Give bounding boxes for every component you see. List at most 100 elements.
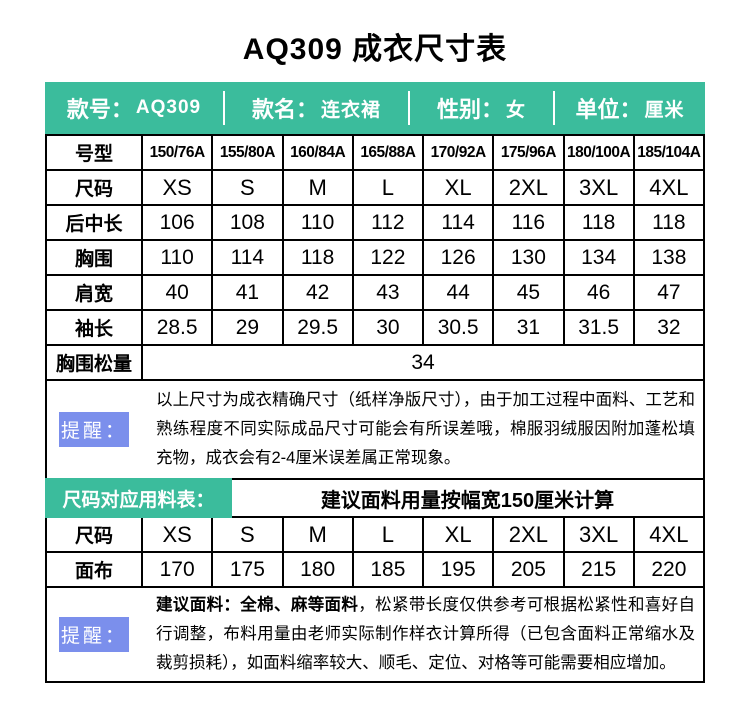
span-cell: 34	[141, 344, 705, 381]
cell: 112	[351, 204, 425, 241]
unit-value: 厘米	[644, 99, 685, 121]
style-number-value: AQ309	[135, 97, 202, 118]
cell: 165/88A	[351, 134, 425, 171]
cell: 30.5	[421, 309, 495, 346]
table-row-bust: 胸围 110 114 118 122 126 130 134 138	[45, 239, 706, 276]
cell: 130	[492, 239, 565, 276]
fabric-section-label: 尺码对应用料表：	[45, 478, 232, 518]
info-header-bar: 款号： AQ309 款名： 连衣裙 性别：女 单位： 厘米	[45, 82, 705, 134]
cell: 41	[211, 274, 284, 311]
cell: XS	[140, 169, 214, 206]
row-label: 胸围	[45, 239, 143, 276]
header-field-style-name: 款名： 连衣裙	[225, 82, 408, 134]
cell: 160/84A	[281, 134, 354, 171]
table-row-size-code: 尺码 XS S M L XL 2XL 3XL 4XL	[45, 169, 706, 206]
unit-label: 单位：	[575, 97, 642, 122]
cell: 126	[421, 239, 495, 276]
reminder-rest: ，松紧带长度仅供参考可根据松紧性和喜好自行调整，布料用量由老师实际制作样衣计算所…	[156, 596, 696, 672]
cell: 134	[562, 239, 635, 276]
cell: 31.5	[562, 309, 635, 346]
header-divider	[223, 91, 225, 125]
reminder-label: 提醒：	[59, 412, 129, 447]
cell: 195	[421, 551, 495, 588]
gender-label: 性别：	[436, 97, 503, 122]
row-label: 肩宽	[45, 274, 143, 311]
cell: 180	[281, 551, 354, 588]
row-label: 尺码	[45, 516, 143, 553]
page-title: AQ309 成衣尺寸表	[242, 33, 508, 66]
cell: 43	[351, 274, 425, 311]
cell: 220	[632, 551, 706, 588]
cell: 175/96A	[492, 134, 565, 171]
cell: 29.5	[281, 309, 354, 346]
cell: 170/92A	[421, 134, 495, 171]
cell: 3XL	[562, 516, 635, 553]
header-divider	[553, 91, 555, 125]
cell: 46	[562, 274, 635, 311]
row-label: 胸围松量	[45, 344, 143, 381]
table-row-sleeve: 袖长 28.5 29 29.5 30 30.5 31 31.5 32	[45, 309, 706, 346]
table-row-shoulder: 肩宽 40 41 42 43 44 45 46 47	[45, 274, 706, 311]
reminder-bold-lead: 建议面料：全棉、麻等面料	[156, 596, 359, 614]
cell: 44	[421, 274, 495, 311]
cell: 116	[492, 204, 565, 241]
cell: 47	[632, 274, 706, 311]
table-row-bust-ease: 胸围松量 34	[45, 344, 705, 381]
header-field-unit: 单位： 厘米	[555, 82, 705, 134]
cell: 175	[211, 551, 284, 588]
cell: L	[351, 169, 425, 206]
cell: 31	[492, 309, 565, 346]
cell: 138	[632, 239, 706, 276]
cell: 150/76A	[140, 134, 214, 171]
cell: 45	[492, 274, 565, 311]
cell: 205	[492, 551, 565, 588]
reminder-text: 建议面料：全棉、麻等面料，松紧带长度仅供参考可根据松紧性和喜好自行调整，布料用量…	[156, 591, 695, 678]
cell: 122	[351, 239, 425, 276]
cell: 118	[632, 204, 706, 241]
cell: 42	[281, 274, 354, 311]
cell: 180/100A	[562, 134, 635, 171]
header-field-style-number: 款号： AQ309	[45, 82, 223, 134]
size-table: 号型 150/76A 155/80A 160/84A 165/88A 170/9…	[45, 134, 706, 381]
cell: 118	[562, 204, 635, 241]
cell: L	[351, 516, 425, 553]
fabric-table: 尺码 XS S M L XL 2XL 3XL 4XL 面布 170 175 18…	[45, 516, 706, 588]
fabric-section-header: 尺码对应用料表： 建议面料用量按幅宽150厘米计算	[45, 478, 705, 518]
cell: XL	[421, 169, 495, 206]
row-label: 号型	[45, 134, 143, 171]
style-name-label: 款名：	[251, 97, 318, 122]
cell: 106	[140, 204, 214, 241]
fabric-usage-note: 建议面料用量按幅宽150厘米计算	[320, 489, 615, 512]
header-divider	[408, 91, 410, 125]
cell: 29	[211, 309, 284, 346]
cell: 110	[140, 239, 214, 276]
cell: 30	[351, 309, 425, 346]
row-label: 袖长	[45, 309, 143, 346]
row-label: 面布	[45, 551, 143, 588]
table-row-back-length: 后中长 106 108 110 112 114 116 118 118	[45, 204, 706, 241]
header-field-gender: 性别：女	[410, 82, 553, 134]
reminder-label: 提醒：	[59, 617, 129, 652]
cell: S	[211, 169, 284, 206]
cell: 185	[351, 551, 425, 588]
cell: 2XL	[492, 516, 565, 553]
table-row-fabric-amount: 面布 170 175 180 185 195 205 215 220	[45, 551, 706, 588]
cell: 4XL	[632, 169, 706, 206]
row-label: 尺码	[45, 169, 143, 206]
cell: S	[211, 516, 284, 553]
table-row-size-code: 尺码 XS S M L XL 2XL 3XL 4XL	[45, 516, 706, 553]
row-label: 后中长	[45, 204, 143, 241]
cell: M	[281, 516, 354, 553]
cell: 3XL	[562, 169, 635, 206]
cell: 2XL	[492, 169, 565, 206]
reminder-text: 以上尺寸为成衣精确尺寸（纸样净版尺寸），由于加工过程中面料、工艺和熟练程度不同实…	[156, 391, 695, 467]
cell: 170	[140, 551, 214, 588]
cell: 28.5	[140, 309, 214, 346]
cell: 114	[421, 204, 495, 241]
reminder-box-sizes: 提醒： 以上尺寸为成衣精确尺寸（纸样净版尺寸），由于加工过程中面料、工艺和熟练程…	[45, 379, 705, 480]
cell: 32	[632, 309, 706, 346]
gender-value: 女	[506, 99, 527, 121]
cell: XL	[421, 516, 495, 553]
reminder-box-fabric: 提醒： 建议面料：全棉、麻等面料，松紧带长度仅供参考可根据松紧性和喜好自行调整，…	[45, 586, 705, 683]
